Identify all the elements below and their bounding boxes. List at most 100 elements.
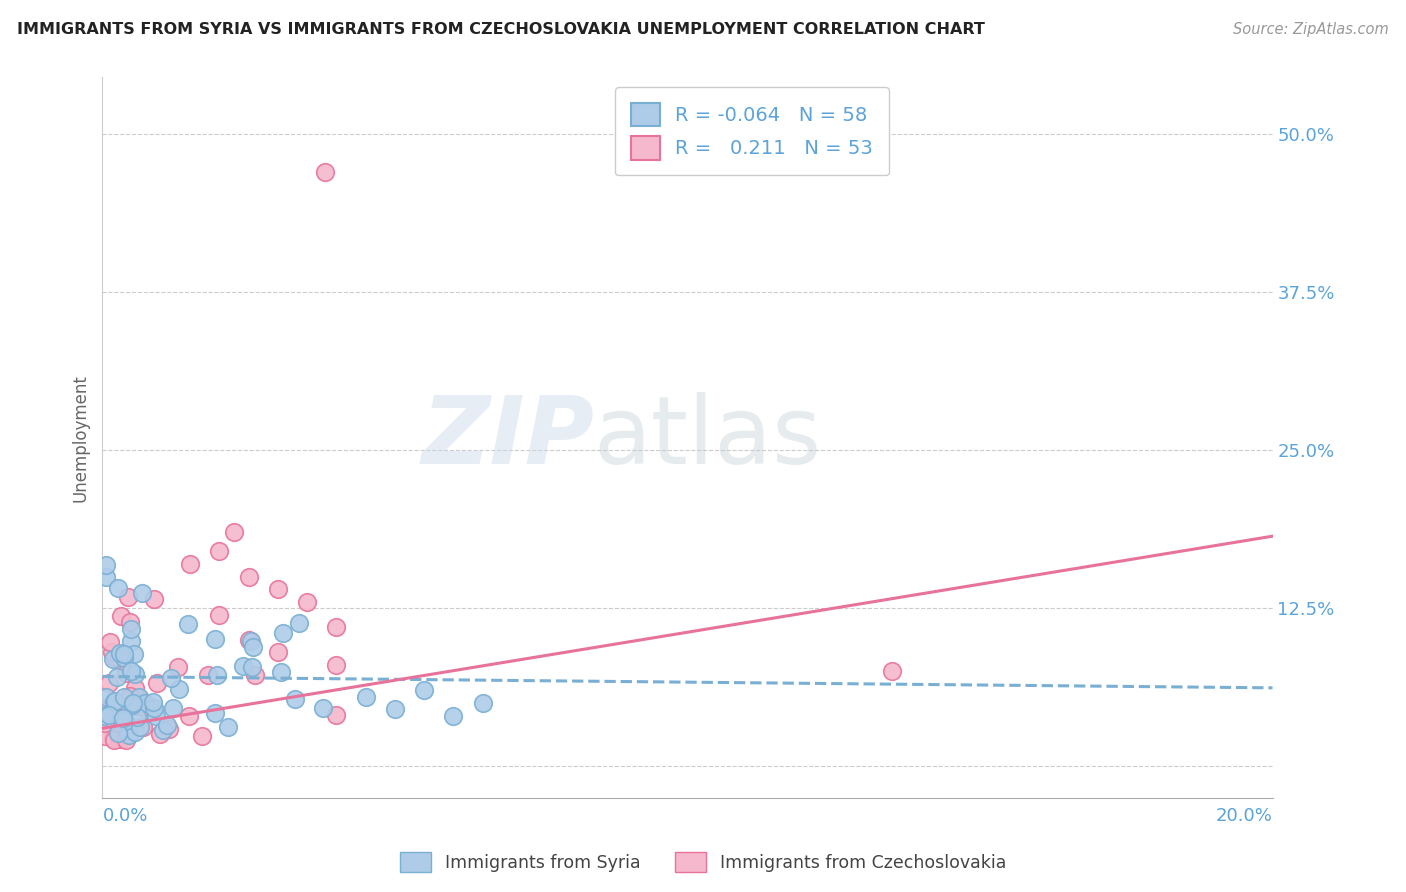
Point <box>204 632 226 647</box>
Text: Source: ZipAtlas.com: Source: ZipAtlas.com <box>1233 22 1389 37</box>
Point <box>167 682 190 697</box>
Point <box>217 721 239 735</box>
Point <box>208 607 231 622</box>
Point <box>287 616 309 631</box>
Legend: R = -0.064   N = 58, R =   0.211   N = 53: R = -0.064 N = 58, R = 0.211 N = 53 <box>614 87 889 176</box>
Y-axis label: Unemployment: Unemployment <box>72 374 89 501</box>
Point <box>120 622 142 636</box>
Point <box>204 706 226 721</box>
Point <box>104 694 127 708</box>
Point <box>127 709 149 723</box>
Text: 20.0%: 20.0% <box>1216 806 1272 824</box>
Point <box>125 698 148 713</box>
Point <box>93 709 115 723</box>
Point <box>94 570 117 584</box>
Point <box>132 720 155 734</box>
Point <box>112 690 135 705</box>
Point <box>205 668 228 682</box>
Text: 0.0%: 0.0% <box>103 806 148 824</box>
Point <box>112 647 135 661</box>
Point <box>152 723 174 737</box>
Point <box>191 729 214 743</box>
Point <box>120 634 142 648</box>
Point <box>100 635 122 649</box>
Point <box>124 724 146 739</box>
Point <box>111 726 134 740</box>
Point <box>101 731 124 745</box>
Point <box>238 632 260 647</box>
Point <box>103 732 125 747</box>
Point <box>295 595 318 609</box>
Point <box>115 666 138 681</box>
Point <box>94 729 117 743</box>
Point <box>134 696 156 710</box>
Point <box>114 714 136 728</box>
Point <box>124 667 146 681</box>
Point <box>325 620 347 634</box>
Point <box>270 665 292 680</box>
Legend: Immigrants from Syria, Immigrants from Czechoslovakia: Immigrants from Syria, Immigrants from C… <box>392 845 1014 879</box>
Text: IMMIGRANTS FROM SYRIA VS IMMIGRANTS FROM CZECHOSLOVAKIA UNEMPLOYMENT CORRELATION: IMMIGRANTS FROM SYRIA VS IMMIGRANTS FROM… <box>17 22 984 37</box>
Point <box>120 664 142 678</box>
Point <box>107 711 129 725</box>
Point <box>156 718 179 732</box>
Text: ZIP: ZIP <box>420 392 593 483</box>
Point <box>101 652 124 666</box>
Point <box>145 709 167 723</box>
Point <box>118 615 141 630</box>
Point <box>132 699 155 714</box>
Point <box>131 586 153 600</box>
Point <box>149 727 172 741</box>
Point <box>882 665 904 679</box>
Point <box>239 633 262 648</box>
Point <box>121 697 143 711</box>
Point <box>94 558 117 573</box>
Point <box>413 683 436 698</box>
Point <box>98 707 121 722</box>
Point <box>104 650 127 665</box>
Point <box>115 733 138 747</box>
Point <box>111 711 134 725</box>
Point <box>208 544 231 558</box>
Point <box>179 557 201 571</box>
Point <box>101 645 124 659</box>
Point <box>93 716 115 731</box>
Point <box>284 692 307 706</box>
Point <box>108 732 131 747</box>
Point <box>97 702 120 716</box>
Point <box>271 625 294 640</box>
Point <box>128 720 150 734</box>
Point <box>232 659 254 673</box>
Point <box>124 681 146 696</box>
Point <box>267 645 290 659</box>
Point <box>197 668 219 682</box>
Point <box>103 695 125 709</box>
Point <box>443 708 465 723</box>
Text: atlas: atlas <box>593 392 823 483</box>
Point <box>471 696 494 710</box>
Point <box>176 617 198 632</box>
Point <box>160 671 183 685</box>
Point <box>238 569 260 583</box>
Point <box>142 695 165 709</box>
Point <box>118 689 141 703</box>
Point <box>145 676 167 690</box>
Point <box>121 698 143 712</box>
Point <box>115 728 138 742</box>
Point <box>128 690 150 704</box>
Point <box>325 707 347 722</box>
Point <box>97 676 120 690</box>
Point <box>117 590 139 604</box>
Point <box>162 700 184 714</box>
Point <box>120 720 142 734</box>
Point <box>384 702 406 716</box>
Point <box>166 660 188 674</box>
Point <box>267 582 290 597</box>
Point <box>94 700 117 714</box>
Point <box>112 651 135 665</box>
Point <box>354 690 377 704</box>
Point <box>110 732 132 747</box>
Point <box>110 609 132 624</box>
Point <box>118 727 141 741</box>
Point <box>177 709 200 723</box>
